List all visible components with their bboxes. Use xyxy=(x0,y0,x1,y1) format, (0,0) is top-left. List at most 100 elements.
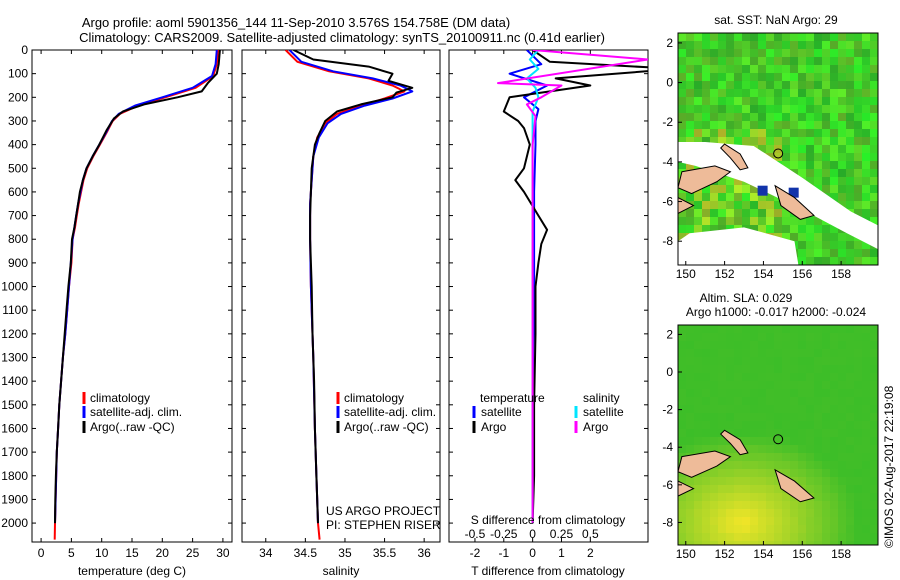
map-cell xyxy=(710,397,718,405)
map-cell xyxy=(726,389,734,397)
map-cell xyxy=(758,105,766,113)
map-cell xyxy=(702,389,710,397)
map-cell xyxy=(838,373,846,381)
map-cell xyxy=(702,533,710,541)
map-cell xyxy=(726,357,734,365)
map-cell xyxy=(686,405,694,413)
map-cell xyxy=(854,209,862,217)
map-cell xyxy=(798,217,806,225)
map-cell xyxy=(830,517,838,525)
map-cell xyxy=(686,105,694,113)
map-cell xyxy=(694,509,702,517)
map-cell xyxy=(870,357,878,365)
map-cell xyxy=(734,177,742,185)
map-cell xyxy=(782,333,790,341)
map-cell xyxy=(782,325,790,333)
map-cell xyxy=(838,405,846,413)
map-cell xyxy=(774,525,782,533)
map-cell xyxy=(750,41,758,49)
map-cell xyxy=(782,349,790,357)
map-cell xyxy=(742,477,750,485)
salinity-series-climatology xyxy=(284,50,406,540)
map-cell xyxy=(750,33,758,41)
map-cell xyxy=(854,461,862,469)
map-cell xyxy=(814,249,822,257)
map-cell xyxy=(838,153,846,161)
map-cell xyxy=(782,225,790,233)
map-cell xyxy=(814,413,822,421)
map-cell xyxy=(718,445,726,453)
map-cell xyxy=(830,249,838,257)
map-cell xyxy=(870,137,878,145)
map-cell xyxy=(838,485,846,493)
map-cell xyxy=(870,389,878,397)
map-cell xyxy=(838,541,846,545)
map-cell xyxy=(766,49,774,57)
map-cell xyxy=(838,397,846,405)
map-cell xyxy=(694,89,702,97)
map-cell xyxy=(854,365,862,373)
map-cell xyxy=(678,137,686,145)
depth-tick-label: 1400 xyxy=(1,374,28,388)
map-cell xyxy=(718,381,726,389)
map-cell xyxy=(742,397,750,405)
map-cell xyxy=(694,357,702,365)
map-cell xyxy=(758,413,766,421)
map-cell xyxy=(854,541,862,545)
map-cell xyxy=(782,121,790,129)
map-cell xyxy=(734,493,742,501)
legend-s-satellite: satellite xyxy=(583,405,624,419)
map-cell xyxy=(734,461,742,469)
map-cell xyxy=(710,41,718,49)
map-cell xyxy=(702,445,710,453)
map-cell xyxy=(726,97,734,105)
map-cell xyxy=(830,373,838,381)
map-cell xyxy=(750,97,758,105)
map-cell xyxy=(750,193,758,201)
map-cell xyxy=(870,41,878,49)
map-cell xyxy=(838,257,846,265)
map-cell xyxy=(838,65,846,73)
map-cell xyxy=(854,73,862,81)
map-cell xyxy=(822,73,830,81)
map-cell xyxy=(750,81,758,89)
map-cell xyxy=(798,129,806,137)
map-cell xyxy=(750,73,758,81)
map-cell xyxy=(846,509,854,517)
map-cell xyxy=(822,249,830,257)
map-cell xyxy=(678,193,686,201)
map-cell xyxy=(854,413,862,421)
map-cell xyxy=(766,105,774,113)
map-cell xyxy=(870,217,878,225)
map-cell xyxy=(678,57,686,65)
map-cell xyxy=(766,533,774,541)
map-cell xyxy=(686,129,694,137)
map-cell xyxy=(838,145,846,153)
map-cell xyxy=(726,121,734,129)
map-cell xyxy=(694,525,702,533)
temperature-xtick-label: 30 xyxy=(216,546,230,560)
map-cell xyxy=(766,357,774,365)
map-cell xyxy=(822,541,830,545)
map-cell xyxy=(782,445,790,453)
map-cell xyxy=(806,525,814,533)
map-cell xyxy=(798,405,806,413)
map-ytick-label: -8 xyxy=(662,234,673,248)
map-cell xyxy=(694,49,702,57)
map-cell xyxy=(766,341,774,349)
map-cell xyxy=(734,501,742,509)
map-cell xyxy=(782,49,790,57)
map-cell xyxy=(710,121,718,129)
map-cell xyxy=(782,365,790,373)
map-cell xyxy=(822,509,830,517)
map-cell xyxy=(734,357,742,365)
legend-salinity-title: salinity xyxy=(583,391,620,405)
map-cell xyxy=(782,453,790,461)
map-cell xyxy=(862,437,870,445)
missing-data-band xyxy=(678,227,799,265)
map-cell xyxy=(814,485,822,493)
map-cell xyxy=(846,325,854,333)
map-cell xyxy=(830,49,838,57)
map-cell xyxy=(862,421,870,429)
map-cell xyxy=(830,381,838,389)
